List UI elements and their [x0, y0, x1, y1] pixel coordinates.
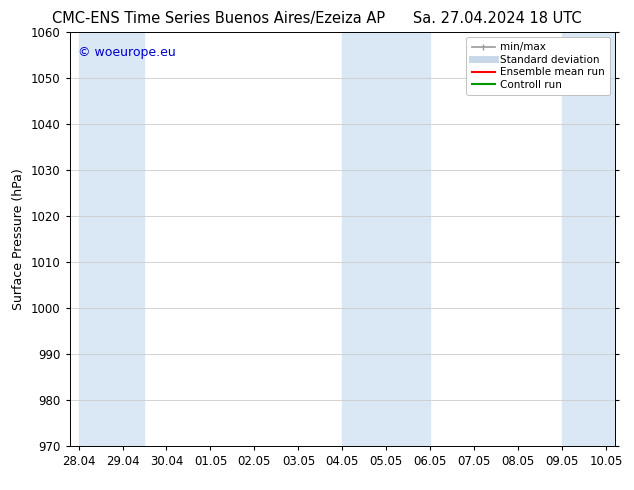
Text: CMC-ENS Time Series Buenos Aires/Ezeiza AP      Sa. 27.04.2024 18 UTC: CMC-ENS Time Series Buenos Aires/Ezeiza …: [52, 11, 582, 26]
Y-axis label: Surface Pressure (hPa): Surface Pressure (hPa): [13, 168, 25, 310]
Bar: [562, 32, 634, 446]
Legend: min/max, Standard deviation, Ensemble mean run, Controll run: min/max, Standard deviation, Ensemble me…: [467, 37, 610, 95]
Bar: [79, 32, 145, 446]
Bar: [342, 32, 430, 446]
Text: © woeurope.eu: © woeurope.eu: [78, 47, 176, 59]
